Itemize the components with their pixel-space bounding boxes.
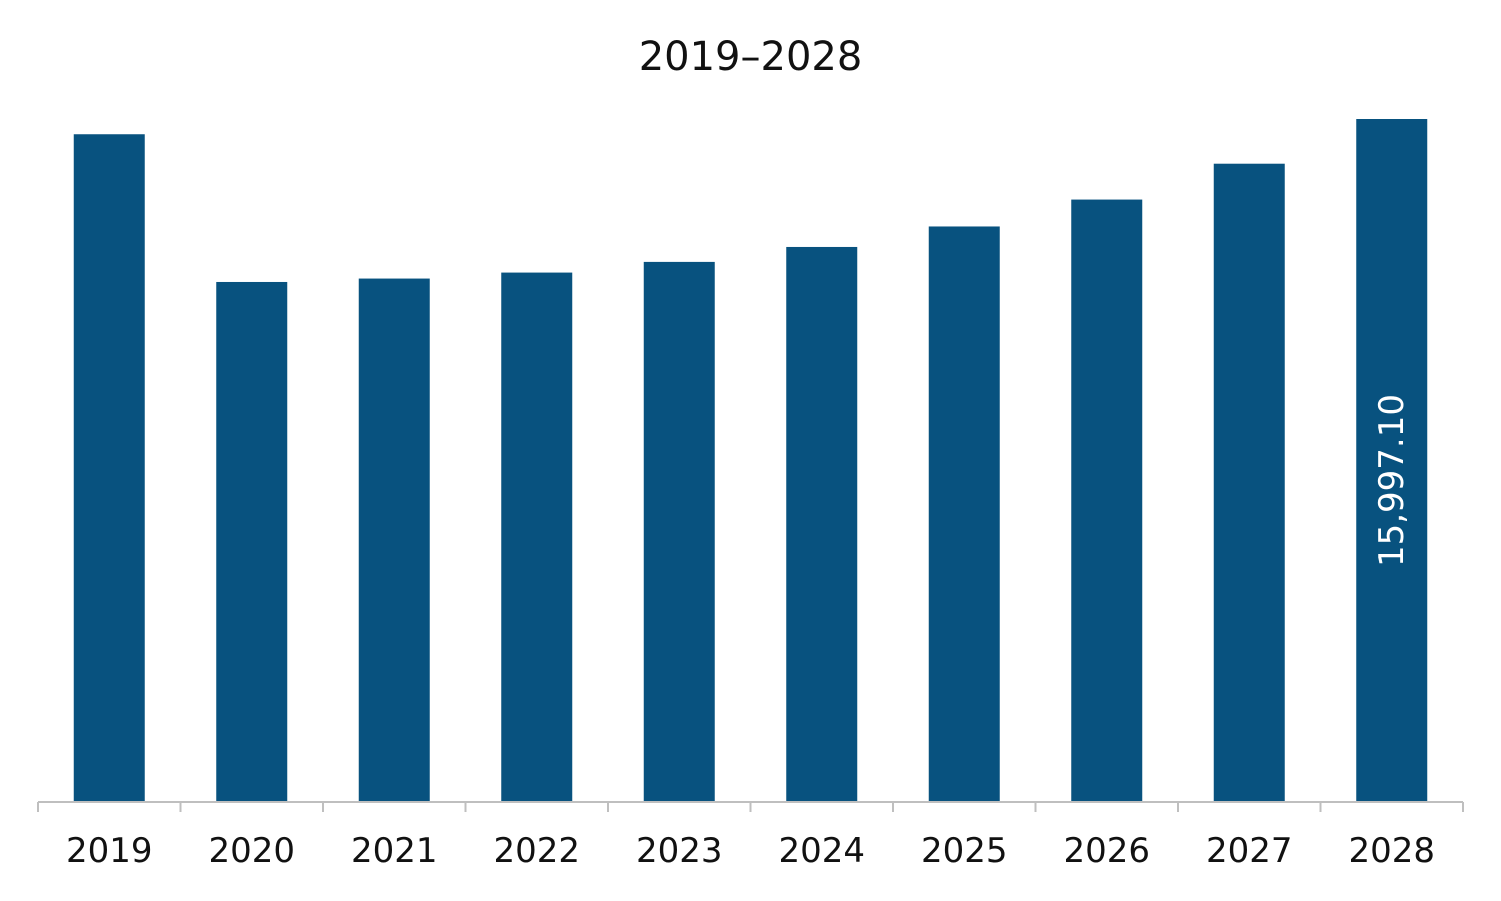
bar-2021 xyxy=(358,278,430,802)
bar-2028 xyxy=(1356,119,1428,802)
x-tick-label-2021: 2021 xyxy=(351,831,438,871)
x-tick-label-2019: 2019 xyxy=(66,831,153,871)
bar-2025 xyxy=(928,226,1000,802)
bar-2020 xyxy=(216,281,288,802)
bar-2022 xyxy=(501,272,573,802)
data-label-2028: 15,997.10 xyxy=(1372,394,1412,567)
bar-2024 xyxy=(786,246,858,802)
bar-2023 xyxy=(643,261,715,802)
bar-2027 xyxy=(1213,163,1285,802)
x-tick-label-2026: 2026 xyxy=(1063,831,1150,871)
x-tick-label-2024: 2024 xyxy=(778,831,865,871)
x-tick-label-2028: 2028 xyxy=(1348,831,1435,871)
x-tick-label-2027: 2027 xyxy=(1206,831,1293,871)
chart-title: 2019–2028 xyxy=(638,34,863,80)
x-tick-label-2022: 2022 xyxy=(493,831,580,871)
x-tick-label-2020: 2020 xyxy=(208,831,295,871)
x-tick-label-2023: 2023 xyxy=(636,831,723,871)
x-tick-label-2025: 2025 xyxy=(921,831,1008,871)
bar-2026 xyxy=(1071,199,1143,802)
bar-2019 xyxy=(73,134,145,803)
